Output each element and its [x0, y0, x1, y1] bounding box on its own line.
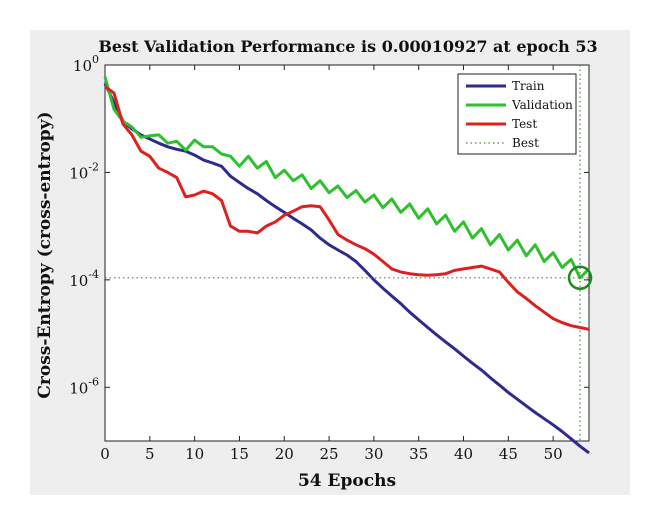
x-tick-label: 25 — [320, 445, 339, 463]
y-tick-label: 10-6 — [69, 375, 99, 397]
y-axis-label: Cross-Entropy (cross-entropy) — [35, 111, 55, 398]
x-tick-label: 45 — [499, 445, 518, 463]
y-tick-label: 100 — [73, 53, 99, 75]
y-tick-base: 10 — [69, 379, 88, 397]
y-tick-exponent: -2 — [88, 160, 99, 173]
legend-label-train: Train — [512, 79, 545, 93]
legend-label-validation: Validation — [511, 98, 573, 112]
x-tick-label: 50 — [544, 445, 563, 463]
x-tick-label: 0 — [100, 445, 110, 463]
chart-figure: Best Validation Performance is 0.0001092… — [30, 30, 630, 495]
y-tick-base: 10 — [73, 57, 92, 75]
y-tick-label: 10-2 — [69, 160, 99, 182]
chart-svg: Best Validation Performance is 0.0001092… — [35, 37, 598, 491]
y-tick-exponent: -4 — [88, 268, 99, 281]
legend-label-test: Test — [512, 117, 537, 131]
x-tick-label: 35 — [409, 445, 428, 463]
best-marker — [567, 265, 593, 291]
legend: Train Validation Test Best — [457, 73, 577, 155]
chart-title: Best Validation Performance is 0.0001092… — [98, 37, 597, 56]
legend-label-best: Best — [512, 136, 539, 150]
y-tick-base: 10 — [69, 164, 88, 182]
series-line-test — [104, 85, 590, 331]
x-tick-label: 40 — [454, 445, 473, 463]
x-tick-label: 30 — [364, 445, 383, 463]
x-axis-label: 54 Epochs — [298, 471, 396, 491]
y-tick-label: 10-4 — [69, 268, 99, 290]
y-tick-base: 10 — [69, 272, 88, 290]
x-tick-label: 15 — [230, 445, 249, 463]
x-tick-label: 5 — [145, 445, 155, 463]
x-tick-label: 20 — [275, 445, 294, 463]
series-line-validation — [103, 76, 591, 280]
y-tick-exponent: 0 — [92, 53, 99, 66]
x-tick-label: 10 — [185, 445, 204, 463]
y-tick-exponent: -6 — [88, 375, 99, 388]
